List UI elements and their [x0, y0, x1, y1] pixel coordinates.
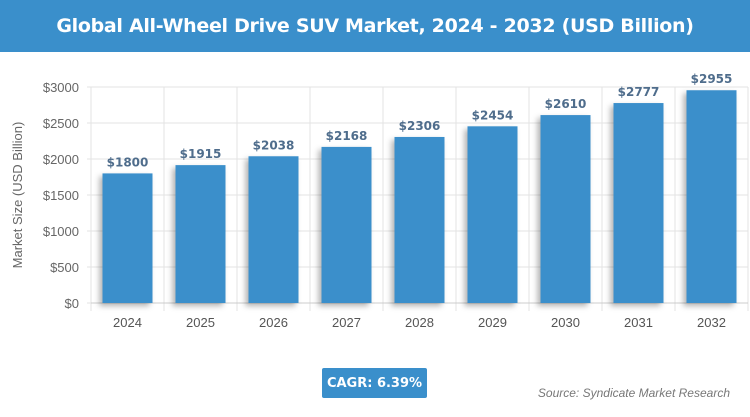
x-tick-label: 2027 [332, 315, 361, 330]
bar-2031 [613, 103, 664, 303]
source-note: Source: Syndicate Market Research [537, 386, 730, 400]
data-label: $2306 [399, 119, 441, 133]
data-label: $2454 [472, 108, 514, 122]
y-tick-label: $3000 [43, 80, 79, 95]
bar-2025 [175, 165, 226, 303]
data-label: $1915 [180, 147, 222, 161]
data-label: $1800 [107, 155, 149, 169]
y-tick-label: $1000 [43, 224, 79, 239]
y-tick-label: $500 [50, 260, 79, 275]
bar-2027 [321, 146, 372, 303]
bar-chart: $0 $500 $1000 $1500 $2000 $2500 $3000 $1800 2024… [10, 72, 749, 330]
x-tick-label: 2030 [551, 315, 580, 330]
data-label: $2955 [691, 72, 733, 86]
x-tick-label: 2028 [405, 315, 434, 330]
x-tick-label: 2031 [624, 315, 653, 330]
y-tick-label: $2000 [43, 152, 79, 167]
data-label: $2168 [326, 129, 368, 143]
cagr-badge: CAGR: 6.39% [322, 368, 427, 398]
bar-2030 [540, 115, 591, 303]
x-tick-label: 2025 [186, 315, 215, 330]
y-axis-label: Market Size (USD Billion) [10, 122, 25, 269]
bar-2024 [102, 173, 153, 303]
x-tick-label: 2026 [259, 315, 288, 330]
data-label: $2610 [545, 97, 587, 111]
bar-2028 [394, 136, 445, 303]
x-tick-label: 2032 [697, 315, 726, 330]
y-tick-label: $0 [65, 296, 79, 311]
x-tick-label: 2024 [113, 315, 142, 330]
x-tick-label: 2029 [478, 315, 507, 330]
data-label: $2038 [253, 138, 295, 152]
bar-2026 [248, 156, 299, 303]
y-tick-label: $1500 [43, 188, 79, 203]
bar-2032 [686, 90, 737, 303]
y-tick-label: $2500 [43, 116, 79, 131]
data-label: $2777 [618, 85, 660, 99]
chart-title: Global All-Wheel Drive SUV Market, 2024 … [0, 0, 750, 52]
bar-2029 [467, 126, 518, 303]
